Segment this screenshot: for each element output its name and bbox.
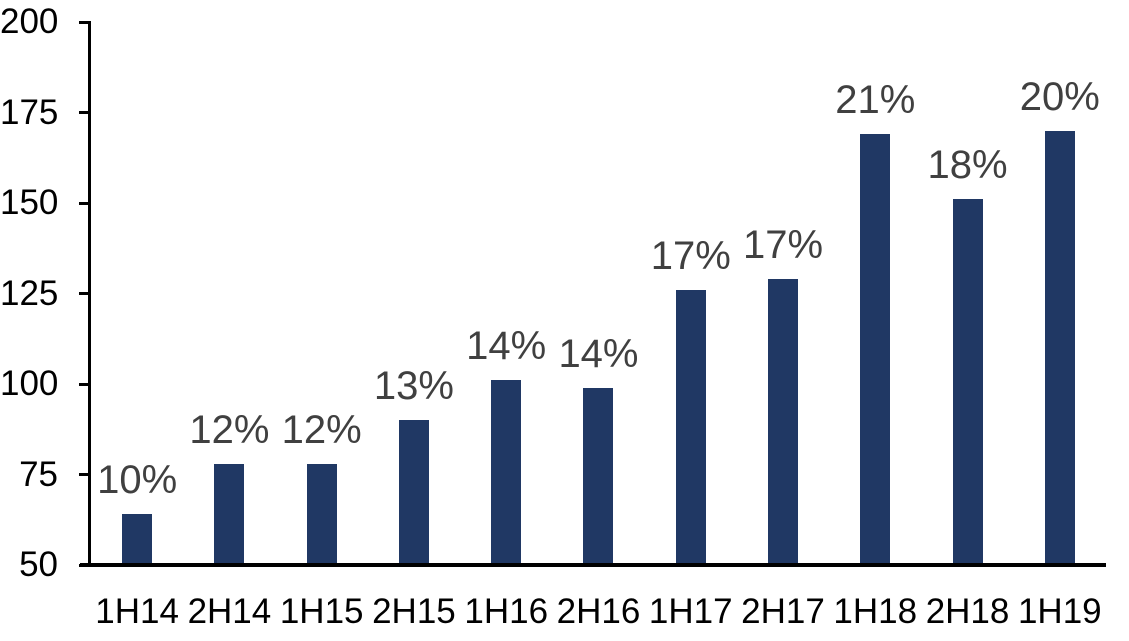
y-axis-tick-label: 200 <box>0 2 59 41</box>
bar-column: 18% <box>921 22 1013 565</box>
bar-value-label: 18% <box>927 143 1008 188</box>
bar <box>491 380 522 565</box>
x-category-label: 2H14 <box>187 592 272 631</box>
bar-column: 12% <box>276 22 368 565</box>
y-axis-tick-label: 100 <box>0 364 59 403</box>
bar-column: 17% <box>737 22 829 565</box>
y-axis-tick <box>79 20 91 24</box>
bar <box>952 199 983 565</box>
y-axis-tick <box>79 473 91 476</box>
y-axis-tick <box>79 111 91 114</box>
x-axis-labels: 1H14 2H14 1H15 2H15 1H16 2H16 1H17 2H17 1H18 2H18… <box>91 591 1106 633</box>
bar <box>583 387 614 565</box>
x-category-label: 2H18 <box>925 592 1010 631</box>
bar-value-label: 14% <box>558 331 639 376</box>
bar <box>675 289 706 565</box>
x-category-label: 1H18 <box>833 592 918 631</box>
bar-value-label: 12% <box>281 407 362 452</box>
bar-value-label: 12% <box>189 407 270 452</box>
bar-value-label: 20% <box>1019 74 1100 119</box>
bar <box>767 279 798 565</box>
bar <box>1044 130 1075 565</box>
bar <box>306 463 337 565</box>
bar-column: 10% <box>91 22 183 565</box>
bar-column: 14% <box>552 22 644 565</box>
bar-value-label: 17% <box>650 233 731 278</box>
y-axis-tick-label: 50 <box>19 545 58 584</box>
bar-column: 17% <box>645 22 737 565</box>
y-axis-tick <box>79 201 91 205</box>
x-category-label: 1H14 <box>95 592 179 631</box>
bar-value-label: 21% <box>835 78 916 123</box>
x-category-label: 1H19 <box>1017 592 1102 631</box>
bar-value-label: 10% <box>97 458 178 503</box>
x-category-label: 1H17 <box>648 592 733 631</box>
bar <box>860 134 891 565</box>
bars-container: 10% 12% 12% 13% 14% 14% 17% 17% 21% 18% 20% <box>91 22 1106 565</box>
bar-column: 12% <box>183 22 275 565</box>
x-category-label: 2H17 <box>741 592 825 631</box>
bar-column: 13% <box>368 22 460 565</box>
x-category-label: 1H15 <box>279 592 364 631</box>
bar-column: 21% <box>829 22 921 565</box>
y-axis-tick <box>79 382 91 386</box>
bar-value-label: 14% <box>466 324 547 369</box>
bar-column: 20% <box>1014 22 1106 565</box>
y-axis-tick-label: 75 <box>19 454 58 494</box>
bar <box>214 463 245 565</box>
x-category-label: 1H16 <box>464 592 549 631</box>
bar-value-label: 13% <box>373 364 454 409</box>
bar-column: 14% <box>460 22 552 565</box>
x-category-label: 2H16 <box>556 592 641 631</box>
y-axis-tick-label: 125 <box>0 273 59 313</box>
x-category-label: 2H15 <box>372 592 456 631</box>
bar <box>398 420 429 565</box>
bar <box>122 514 153 565</box>
x-axis-line <box>80 563 1106 567</box>
y-axis-tick <box>79 292 91 295</box>
bar-value-label: 17% <box>742 223 824 268</box>
y-axis-tick-label: 150 <box>0 183 59 222</box>
y-axis-tick-label: 175 <box>0 92 59 132</box>
